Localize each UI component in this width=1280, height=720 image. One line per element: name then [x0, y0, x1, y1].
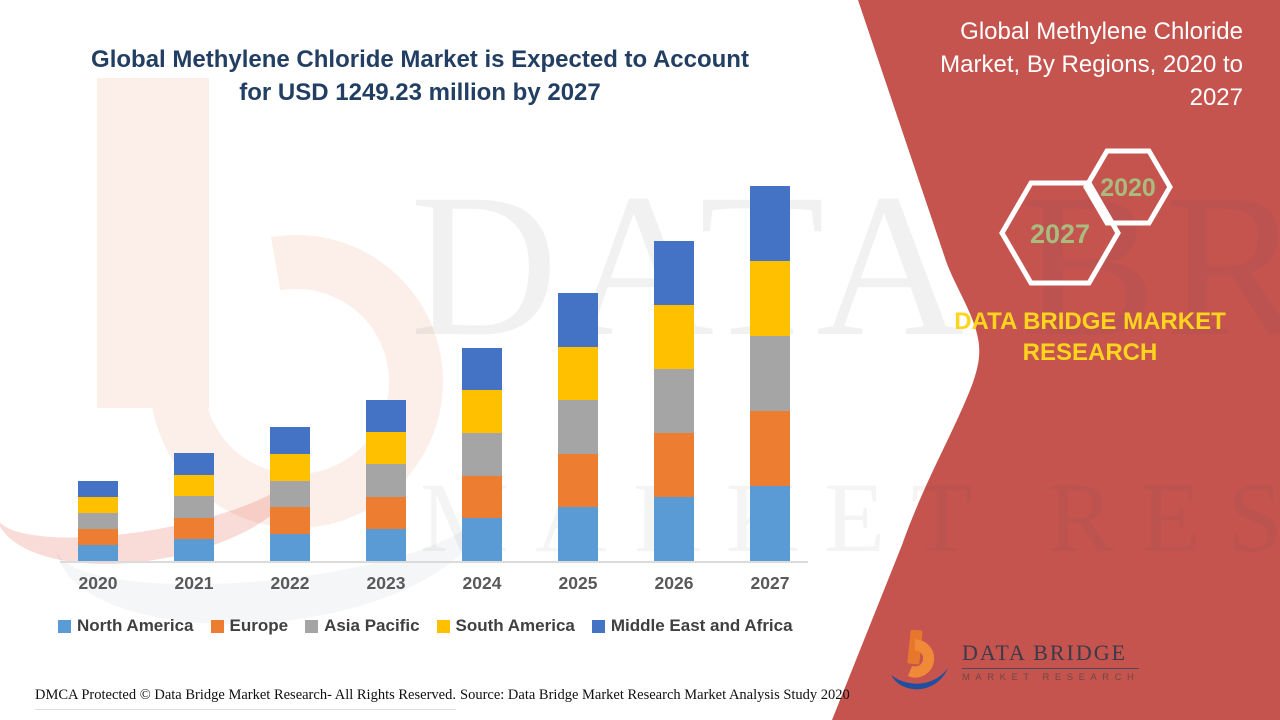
logo-text: DATA BRIDGE MARKET RESEARCH	[962, 640, 1140, 683]
x-axis-label: 2025	[558, 573, 598, 593]
bar-segment	[270, 507, 310, 535]
x-axis-label: 2024	[462, 573, 502, 593]
legend-item: Asia Pacific	[305, 616, 420, 636]
bar-segment	[654, 240, 694, 305]
bar-segment	[654, 496, 694, 561]
bar-2024	[462, 347, 502, 561]
bar-segment	[78, 529, 118, 545]
hexagon-2027-label: 2027	[1030, 219, 1090, 249]
bar-2023	[366, 400, 406, 561]
legend-swatch	[58, 619, 71, 633]
hexagon-2020	[1083, 148, 1173, 226]
legend-item: Europe	[210, 616, 289, 636]
chart-title: Global Methylene Chloride Market is Expe…	[91, 46, 749, 106]
bar-segment	[462, 475, 502, 519]
bar-segment	[366, 400, 406, 433]
side-panel-title: Global Methylene Chloride Market, By Reg…	[940, 18, 1243, 112]
bar-segment	[270, 427, 310, 454]
bar-segment	[750, 336, 790, 411]
logo-tagline: MARKET RESEARCH	[962, 671, 1140, 683]
data-bridge-logo-icon	[891, 630, 948, 690]
legend-item: Middle East and Africa	[591, 616, 793, 636]
hexagon-graphic: 2027 2020	[999, 148, 1173, 286]
legend-swatch	[210, 619, 224, 633]
legend-item: South America	[436, 616, 575, 636]
legend-label: South America	[455, 616, 575, 635]
company-logo: DATA BRIDGE MARKET RESEARCH	[888, 630, 1140, 692]
legend-label: North America	[77, 616, 194, 635]
bar-segment	[462, 390, 502, 433]
bar-segment	[270, 534, 310, 561]
bar-segment	[558, 346, 598, 401]
dmca-notice: DMCA Protected © Data Bridge Market Rese…	[35, 687, 456, 710]
bar-segment	[750, 486, 790, 561]
legend-item: North America	[58, 616, 194, 636]
bar-segment	[270, 453, 310, 481]
bar-2021	[174, 453, 214, 561]
source-note: Source: Data Bridge Market Research Mark…	[460, 687, 850, 703]
plot-area	[60, 178, 808, 563]
x-axis-label: 2022	[270, 573, 310, 593]
bar-segment	[654, 304, 694, 369]
x-axis-labels: 2020 2021 2022 2023 2024 2025 2026 2027	[60, 573, 808, 597]
bar-segment	[654, 368, 694, 433]
bar-segment	[174, 474, 214, 497]
x-axis-label: 2020	[78, 573, 118, 593]
bar-segment	[750, 261, 790, 336]
bar-segment	[558, 507, 598, 561]
bar-segment	[78, 513, 118, 529]
bar-segment	[462, 347, 502, 391]
bar-segment	[366, 528, 406, 561]
x-axis-label: 2023	[366, 573, 406, 593]
legend-swatch	[305, 619, 319, 633]
legend-swatch	[436, 619, 450, 633]
brand-text: DATA BRIDGE MARKET RESEARCH	[954, 308, 1226, 367]
hexagon-2020-label: 2020	[1100, 174, 1156, 202]
hexagon-2027	[999, 180, 1121, 286]
bar-segment	[78, 545, 118, 561]
chart-legend: North America Europe Asia Pacific South Ame…	[58, 616, 848, 636]
bar-2020	[78, 481, 118, 561]
bar-segment	[558, 293, 598, 347]
bar-2026	[654, 240, 694, 561]
bar-segment	[654, 432, 694, 497]
legend-label: Asia Pacific	[324, 616, 420, 635]
bar-segment	[78, 497, 118, 513]
bar-segment	[462, 518, 502, 561]
x-axis-label: 2021	[174, 573, 214, 593]
bar-segment	[174, 517, 214, 540]
x-axis-label: 2027	[750, 573, 790, 593]
bar-segment	[366, 464, 406, 497]
legend-label: Middle East and Africa	[610, 616, 793, 635]
bar-2022	[270, 427, 310, 561]
bar-segment	[174, 539, 214, 561]
bar-segment	[558, 453, 598, 508]
legend-swatch	[591, 619, 605, 633]
bar-segment	[462, 432, 502, 476]
bar-segment	[270, 480, 310, 508]
bar-segment	[174, 496, 214, 518]
logo-name: DATA BRIDGE	[962, 640, 1140, 669]
bar-segment	[558, 400, 598, 454]
bar-segment	[366, 496, 406, 529]
bar-2025	[558, 293, 598, 561]
bar-segment	[366, 432, 406, 465]
bar-segment	[78, 481, 118, 497]
bar-segment	[750, 186, 790, 261]
bar-segment	[750, 411, 790, 486]
bar-2027	[750, 186, 790, 561]
x-axis-label: 2026	[654, 573, 694, 593]
bar-segment	[174, 453, 214, 475]
legend-label: Europe	[229, 616, 289, 635]
